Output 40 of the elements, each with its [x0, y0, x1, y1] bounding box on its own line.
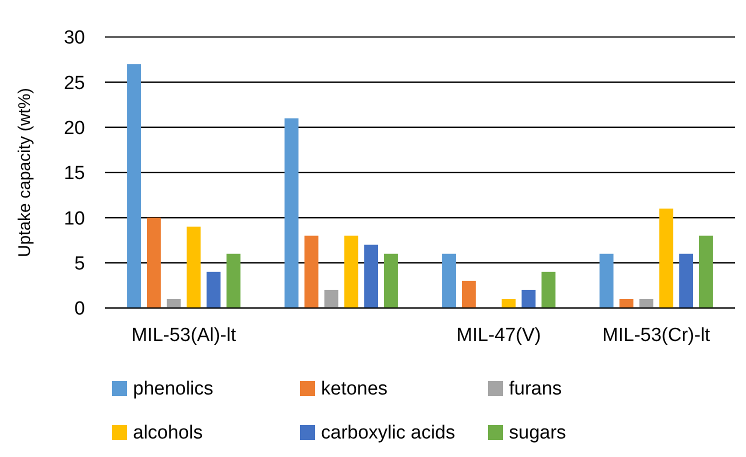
- legend-label: sugars: [509, 422, 566, 444]
- y-tick-label: 30: [64, 28, 85, 49]
- bar: [639, 298, 654, 308]
- bar: [542, 272, 556, 308]
- x-tick-label: MIL-53(Cr)-lt: [602, 325, 711, 346]
- bar: [146, 218, 161, 308]
- bar: [127, 64, 141, 308]
- bar: [364, 244, 378, 308]
- bar: [324, 290, 338, 308]
- legend-label: furans: [509, 378, 562, 400]
- bar: [659, 208, 674, 308]
- legend-label: alcohols: [133, 422, 203, 444]
- bar: [226, 254, 240, 308]
- bar: [304, 236, 318, 308]
- bar: [619, 298, 634, 308]
- bar: [679, 254, 694, 308]
- bar: [462, 280, 476, 308]
- bar: [502, 298, 516, 308]
- y-tick-label: 25: [64, 72, 85, 94]
- bar: [206, 272, 221, 308]
- y-tick-label: 20: [64, 118, 85, 139]
- bar: [284, 118, 298, 308]
- legend-label: carboxylic acids: [321, 422, 456, 444]
- bar: [166, 298, 181, 308]
- x-tick-label: MIL-53(Al)-lt: [131, 325, 237, 346]
- bar: [344, 236, 358, 308]
- bar: [384, 254, 398, 308]
- y-tick-label: 15: [64, 163, 85, 184]
- y-tick-label: 0: [74, 298, 85, 320]
- legend-label: phenolics: [133, 378, 214, 400]
- bar: [699, 236, 713, 308]
- bar: [442, 254, 456, 308]
- bar: [600, 254, 614, 308]
- legend-label: ketones: [321, 378, 388, 400]
- x-tick-label: MIL-47(V): [456, 325, 541, 346]
- y-axis-title: Uptake capacity (wt%): [15, 88, 34, 258]
- y-tick-label: 5: [74, 253, 85, 274]
- bar: [522, 290, 536, 308]
- y-tick-label: 10: [64, 208, 85, 230]
- bar: [186, 226, 201, 308]
